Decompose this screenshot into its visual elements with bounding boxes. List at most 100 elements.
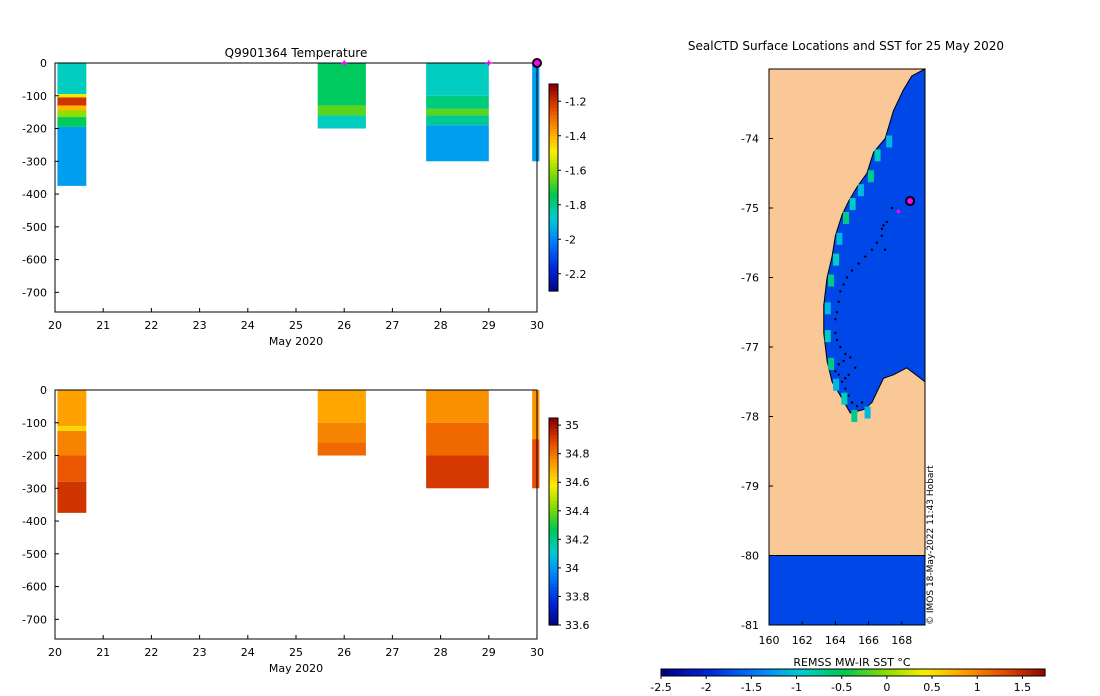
x-tick-label: 26 [337, 646, 351, 659]
colorbar-segment [549, 166, 558, 171]
sst-colorbar-segment [891, 669, 897, 676]
track-point [840, 380, 844, 383]
track-point [850, 401, 854, 404]
colorbar-segment [549, 270, 558, 275]
y-tick-label: -300 [22, 482, 47, 495]
colorbar-frame [548, 83, 559, 292]
colorbar-tick-label: -1.8 [565, 199, 586, 212]
map-x-tick-label: 164 [825, 634, 846, 647]
colorbar-segment [549, 614, 558, 619]
colorbar-segment [549, 462, 558, 467]
colorbar-segment [549, 480, 558, 485]
track-point [837, 373, 840, 376]
colorbar-segment [549, 163, 558, 168]
sst-colorbar-segment [872, 669, 878, 676]
track-point [842, 283, 845, 286]
colorbar-segment [549, 184, 558, 189]
sst-colorbar-segment [848, 669, 854, 676]
credit-text: © IMOS 18-May-2022 11:43 Hobart [926, 465, 936, 625]
profile-0-layer-0 [57, 63, 87, 95]
colorbar-segment [549, 273, 558, 278]
sst-colorbar-segment [929, 669, 936, 676]
colorbar-segment [549, 618, 558, 623]
sst-colorbar-segment [982, 669, 988, 676]
x-tick-label: 23 [193, 646, 207, 659]
sst-colorbar-segment [737, 669, 744, 676]
salinity-panel: 20 21 22 23 24 25 26 27 28 29 30 0 -100 -200 -300 -400 -… [22, 384, 589, 675]
sst-colorbar-segment [973, 669, 979, 676]
colorbar-segment [549, 266, 558, 271]
colorbar-segment [549, 507, 558, 512]
sst-colorbar-segment [1040, 669, 1046, 676]
sst-colorbar-segment [1011, 669, 1017, 676]
sst-colorbar-segment [699, 669, 705, 676]
map-y-tick-label: -77 [741, 341, 759, 354]
profile-0-layer-6 [57, 126, 87, 186]
colorbar-segment [549, 469, 558, 474]
sst-colorbar-segment [881, 669, 888, 676]
colorbar-tick-label: 35 [565, 419, 579, 432]
x-tick-label: 30 [530, 646, 544, 659]
map-y-tick-label: -81 [741, 619, 759, 632]
sst-colorbar-segment [958, 669, 964, 676]
profile-0-layer-4 [57, 481, 87, 513]
colorbar-tick-label: 33.8 [565, 590, 590, 603]
sst-colorbar-segment [1035, 669, 1041, 676]
profile-0-layer-4 [57, 110, 87, 118]
colorbar-segment [549, 518, 558, 523]
profile-1-layer-0 [317, 390, 366, 423]
colorbar-segment [549, 187, 558, 192]
colorbar-segment [549, 580, 558, 585]
sst-colorbar-tick-label: 1.5 [1014, 681, 1032, 694]
colorbar-segment [549, 497, 558, 502]
colorbar-segment [549, 159, 558, 164]
x-tick-label: 26 [337, 319, 351, 332]
colorbar-segment [549, 428, 558, 433]
profile-0-layer-2 [57, 430, 87, 456]
colorbar-segment [549, 455, 558, 460]
coastal-sst-cell [851, 410, 858, 423]
profile-2-layer-0 [426, 63, 489, 96]
track-point [834, 370, 837, 373]
colorbar-segment [549, 593, 558, 598]
sst-colorbar-segment [944, 669, 950, 676]
sst-colorbar-segment [819, 669, 825, 676]
sst-colorbar-segment [905, 669, 912, 676]
track-point [834, 331, 837, 335]
ocean-sst-area [823, 68, 926, 414]
temperature-title: Q9901364 Temperature [225, 46, 368, 60]
colorbar-segment [549, 204, 558, 209]
colorbar-tick-label: -1.4 [565, 130, 586, 143]
sst-colorbar-segment [1021, 669, 1027, 676]
sst-colorbar-segment [742, 669, 748, 676]
sst-colorbar-segment [805, 669, 811, 676]
colorbar-segment [549, 500, 558, 505]
x-tick-label: 22 [144, 646, 158, 659]
coastal-sst-cell [843, 211, 850, 224]
sst-colorbar-segment [915, 669, 921, 676]
track-point [839, 345, 842, 349]
x-tick-label: 23 [193, 319, 207, 332]
track-point [870, 248, 874, 251]
colorbar-segment [549, 256, 558, 261]
track-point [847, 394, 850, 397]
coastal-sst-cell [824, 302, 831, 315]
colorbar-segment [549, 566, 558, 571]
track-point [880, 234, 884, 237]
profile-0-layer-1 [57, 426, 87, 431]
sst-colorbar-segment [670, 669, 676, 676]
profile-2-layer-2 [426, 455, 489, 489]
colorbar-segment [549, 431, 558, 436]
profile-0-layer-3 [57, 105, 87, 111]
sst-colorbar-segment [694, 669, 700, 676]
sst-colorbar-segment [713, 669, 720, 676]
profile-2-layer-2 [426, 108, 489, 116]
x-tick-label: 24 [241, 319, 255, 332]
colorbar-segment [549, 128, 558, 133]
sst-colorbar-segment [987, 669, 993, 676]
map-y-tick-label: -76 [741, 272, 759, 285]
y-tick-label: -700 [22, 286, 47, 299]
colorbar-segment [549, 583, 558, 588]
sst-colorbar-segment [920, 669, 926, 676]
